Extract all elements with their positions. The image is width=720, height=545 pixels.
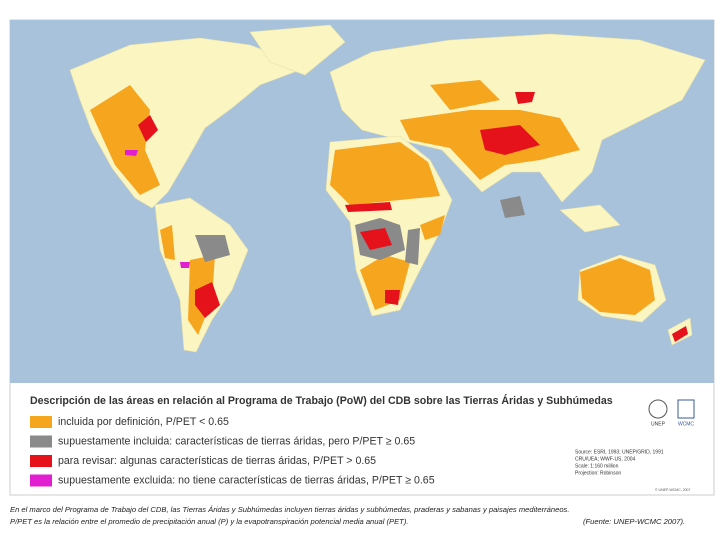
source: Source: ESRI, 1993; UNEP/GRID, 1991CRU/U… <box>575 449 664 476</box>
caption-credit: (Fuente: UNEP-WCMC 2007). <box>583 517 685 526</box>
logo-mark <box>677 399 695 419</box>
legend-label: para revisar: algunas características de… <box>58 455 376 467</box>
legend-swatch <box>30 416 52 428</box>
legend-swatch <box>30 474 52 487</box>
caption: P/PET es la relación entre el promedio d… <box>10 517 408 526</box>
source-line: Scale: 1:160 million <box>575 463 619 469</box>
legend-title: Descripción de las áreas en relación al … <box>30 394 613 407</box>
caption: En el marco del Programa de Trabajo del … <box>10 505 569 514</box>
dryland-review <box>138 92 688 342</box>
logo-mark <box>648 399 668 419</box>
dryland-excluded <box>125 150 190 268</box>
logo-text: UNEP <box>651 421 666 427</box>
legend-label: supuestamente incluida: características … <box>58 435 415 447</box>
legend-label: incluida por definición, P/PET < 0.65 <box>58 416 229 428</box>
source-line: Source: ESRI, 1993; UNEP/GRID, 1991 <box>575 449 664 455</box>
map <box>10 20 714 383</box>
legend: incluida por definición, P/PET < 0.65 sup… <box>30 416 435 487</box>
logo-text: WCMC <box>678 421 694 427</box>
legend-swatch <box>30 455 52 467</box>
copyright: © UNEP-WCMC, 2007 <box>655 488 690 492</box>
legend-label: supuestamente excluida: no tiene caracte… <box>58 474 435 486</box>
source-line: Projection: Robinson <box>575 470 621 476</box>
source-line: CRU/UEA; WWF-US, 2004 <box>575 456 636 462</box>
legend-swatch <box>30 435 52 448</box>
